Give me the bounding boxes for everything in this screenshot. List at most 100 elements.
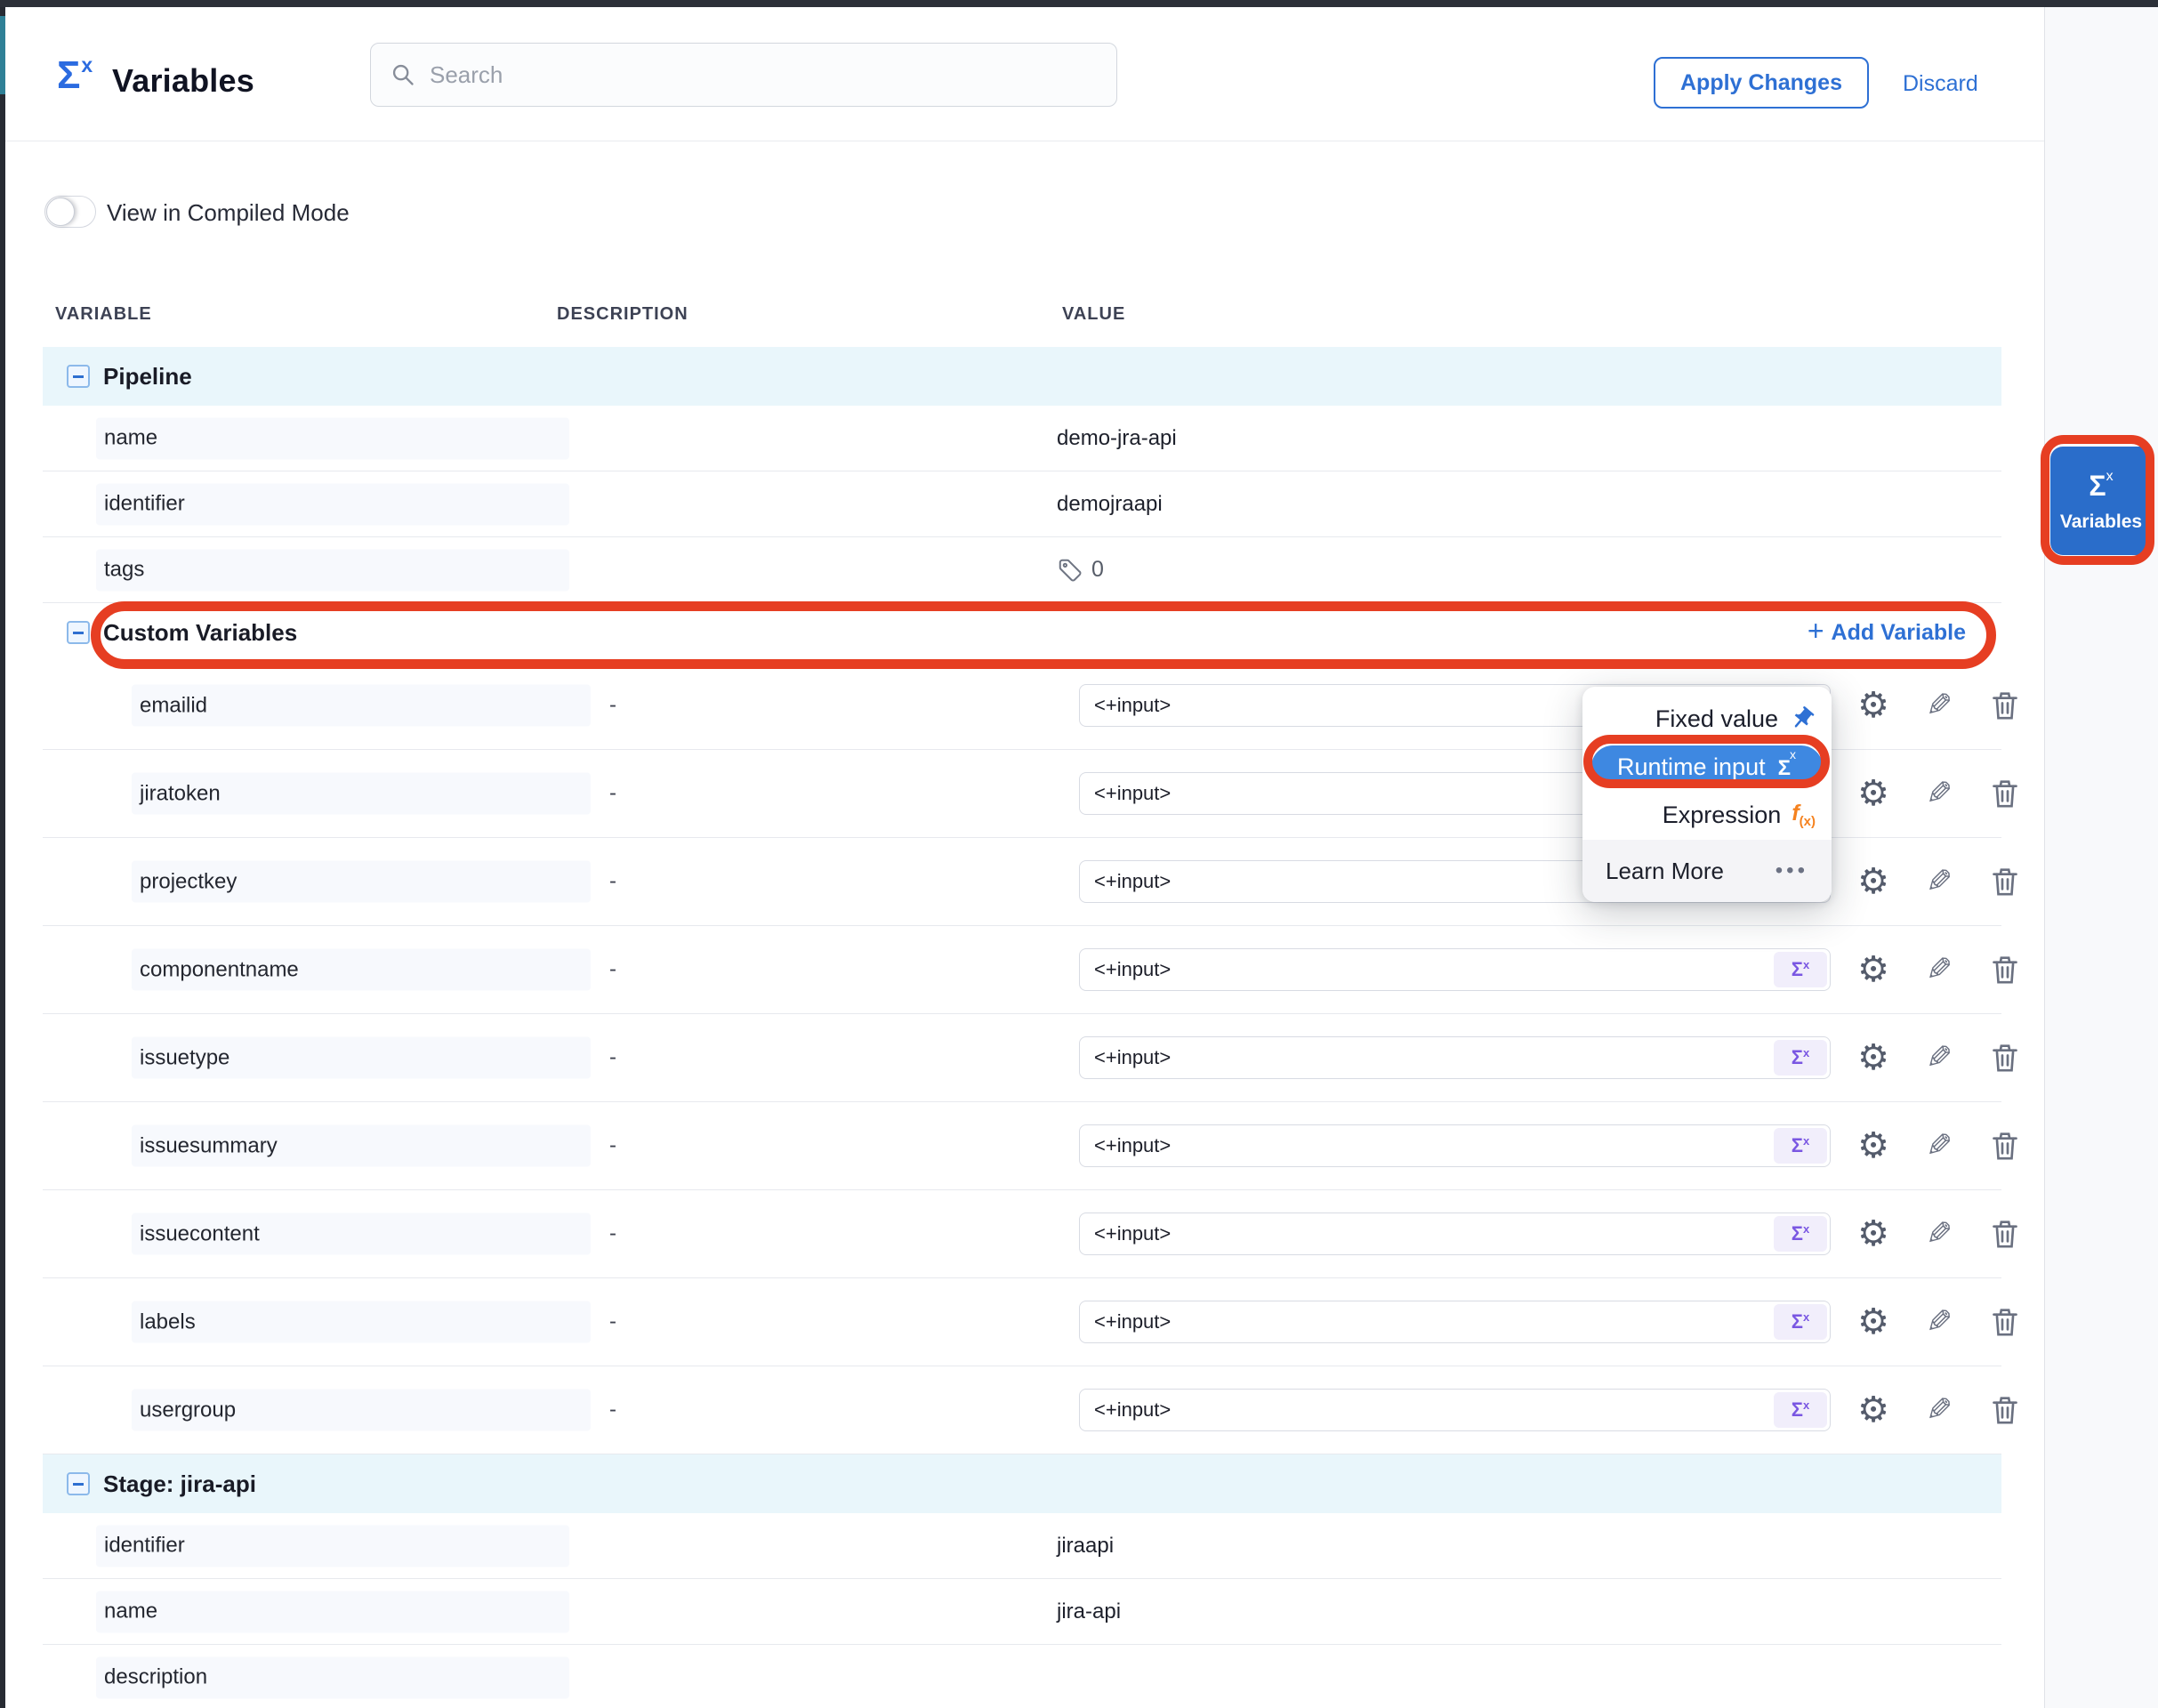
edit-pencil-icon[interactable]: ✎ (1925, 1215, 1953, 1252)
right-icon-rail (2044, 7, 2158, 1708)
menu-item-expression[interactable]: Expression f(x) (1662, 801, 1816, 829)
apply-changes-button[interactable]: Apply Changes (1654, 57, 1869, 109)
settings-icon[interactable]: ⚙ (1857, 862, 1889, 901)
variable-description: - (609, 869, 616, 893)
edit-pencil-icon[interactable]: ✎ (1925, 775, 1953, 811)
variable-description: - (609, 1133, 616, 1157)
variable-value: demo-jra-api (1057, 425, 1177, 450)
delete-trash-icon[interactable] (1985, 862, 2025, 901)
discard-button[interactable]: Discard (1903, 71, 1978, 96)
search-box[interactable] (370, 43, 1117, 107)
settings-icon[interactable]: ⚙ (1857, 1126, 1889, 1165)
section-title: Stage: jira-api (103, 1470, 256, 1497)
variable-description: - (609, 1045, 616, 1069)
variable-name: tags (96, 549, 569, 591)
delete-trash-icon[interactable] (1985, 950, 2025, 989)
toggle-knob (46, 197, 75, 226)
delete-trash-icon[interactable] (1985, 774, 2025, 813)
section-title: Custom Variables (103, 618, 298, 646)
learn-more-link[interactable]: Learn More (1606, 857, 1724, 884)
menu-item-runtime-input[interactable]: Runtime input Σx (1591, 745, 1823, 788)
variable-value: jiraapi (1057, 1533, 1115, 1558)
sigma-icon: Σx (1777, 746, 1796, 780)
variable-name: issuetype (132, 1036, 591, 1079)
delete-trash-icon[interactable] (1985, 1126, 2025, 1165)
table-row: name demo-jra-api (43, 406, 2001, 471)
window-top-bar (0, 0, 2158, 7)
sigma-variables-icon: Σx (2089, 469, 2114, 502)
tags-value: 0 (1057, 557, 1104, 584)
delete-trash-icon[interactable] (1985, 686, 2025, 725)
table-row: name jira-api (43, 1579, 2001, 1645)
variable-name: identifier (96, 1525, 569, 1567)
delete-trash-icon[interactable] (1985, 1302, 2025, 1341)
variable-description: - (609, 693, 616, 717)
settings-icon[interactable]: ⚙ (1857, 1302, 1889, 1341)
add-variable-button[interactable]: + Add Variable (1807, 615, 1966, 647)
variable-description: - (609, 1221, 616, 1245)
edit-pencil-icon[interactable]: ✎ (1925, 863, 1953, 899)
section-header-pipeline: Pipeline (43, 347, 2001, 406)
compiled-mode-toggle[interactable] (44, 196, 96, 228)
variable-description: - (609, 781, 616, 805)
variable-name: componentname (132, 948, 591, 991)
edit-pencil-icon[interactable]: ✎ (1925, 1127, 1953, 1164)
table-row: description (43, 1645, 2001, 1708)
edit-pencil-icon[interactable]: ✎ (1925, 1039, 1953, 1076)
variable-name: description (96, 1656, 569, 1698)
sidebar-item-variables[interactable]: Σx Variables (2050, 447, 2152, 555)
settings-icon[interactable]: ⚙ (1857, 1390, 1889, 1430)
variable-name: usergroup (132, 1389, 591, 1431)
column-header-value: VALUE (1062, 304, 1126, 324)
collapse-icon[interactable] (67, 365, 90, 388)
menu-item-fixed-value[interactable]: Fixed value (1582, 694, 1832, 744)
tag-count: 0 (1091, 557, 1104, 582)
more-options-icon[interactable]: ••• (1775, 858, 1808, 882)
plus-icon: + (1807, 615, 1824, 647)
column-header-variable: VARIABLE (55, 304, 152, 324)
delete-trash-icon[interactable] (1985, 1390, 2025, 1430)
edit-pencil-icon[interactable]: ✎ (1925, 951, 1953, 987)
delete-trash-icon[interactable] (1985, 1214, 2025, 1253)
variable-description: - (609, 957, 616, 981)
settings-icon[interactable]: ⚙ (1857, 774, 1889, 813)
edit-pencil-icon[interactable]: ✎ (1925, 687, 1953, 723)
table-header-row: VARIABLE DESCRIPTION VALUE (43, 302, 2001, 347)
variable-name: jiratoken (132, 772, 591, 815)
settings-icon[interactable]: ⚙ (1857, 1214, 1889, 1253)
collapse-icon[interactable] (67, 621, 90, 644)
collapse-icon[interactable] (67, 1472, 90, 1495)
panel-header: Σx Variables Apply Changes Discard (5, 7, 2044, 141)
value-type-menu: Fixed value Runtime input Σx Expression … (1582, 687, 1832, 902)
edit-pencil-icon[interactable]: ✎ (1925, 1303, 1953, 1340)
settings-icon[interactable]: ⚙ (1857, 1038, 1889, 1077)
delete-trash-icon[interactable] (1985, 1038, 2025, 1077)
variables-table: VARIABLE DESCRIPTION VALUE Pipeline name… (43, 302, 2017, 1708)
edit-pencil-icon[interactable]: ✎ (1925, 1391, 1953, 1428)
variable-name: name (96, 417, 569, 459)
window-left-edge (0, 7, 5, 1708)
search-input[interactable] (430, 60, 1052, 89)
settings-icon[interactable]: ⚙ (1857, 686, 1889, 725)
settings-icon[interactable]: ⚙ (1857, 950, 1889, 989)
pin-icon (1794, 706, 1815, 728)
